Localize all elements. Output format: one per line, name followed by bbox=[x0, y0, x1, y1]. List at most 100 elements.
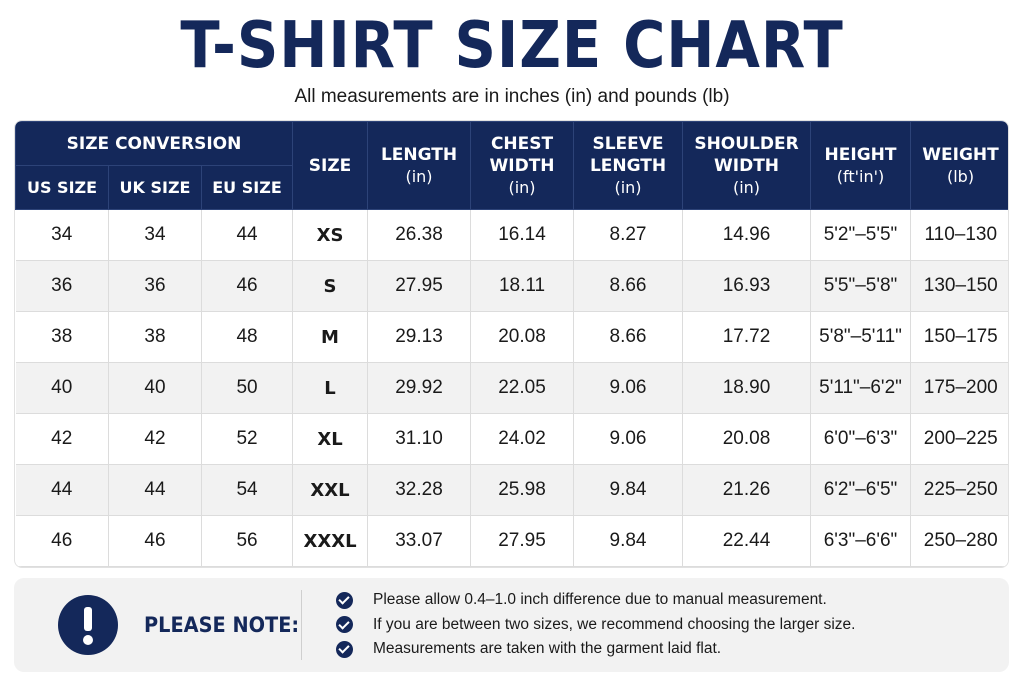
cell-height: 5'11"–6'2" bbox=[810, 362, 912, 414]
exclamation-icon bbox=[58, 595, 118, 655]
page-title: T-SHIRT SIZE CHART bbox=[180, 9, 844, 83]
cell-sleeve-length: 8.66 bbox=[573, 311, 684, 363]
size-conversion-header: SIZE CONVERSION bbox=[15, 121, 294, 166]
header-us-size: US SIZE bbox=[15, 165, 109, 210]
cell-weight: 250–280 bbox=[910, 515, 1008, 567]
note-list: Please allow 0.4–1.0 inch difference due… bbox=[336, 588, 996, 662]
cell-size: M bbox=[292, 311, 369, 363]
cell-shoulder-width: 17.72 bbox=[682, 311, 812, 363]
note-item: If you are between two sizes, we recomme… bbox=[336, 613, 996, 638]
cell-eu-size: 46 bbox=[201, 260, 294, 312]
cell-shoulder-width: 16.93 bbox=[682, 260, 812, 312]
page-subtitle: All measurements are in inches (in) and … bbox=[294, 86, 730, 107]
header-sleeve-length: SLEEVE LENGTH (in) bbox=[573, 121, 684, 210]
cell-shoulder-width: 18.90 bbox=[682, 362, 812, 414]
cell-sleeve-length: 9.84 bbox=[573, 515, 684, 567]
cell-uk-size: 34 bbox=[108, 209, 202, 261]
cell-chest-width: 18.11 bbox=[470, 260, 575, 312]
check-circle-icon bbox=[336, 640, 353, 658]
cell-height: 6'0"–6'3" bbox=[810, 413, 912, 465]
cell-uk-size: 38 bbox=[108, 311, 202, 363]
size-chart-table: SIZE CONVERSION SIZE LENGTH (in) CHEST WI… bbox=[15, 121, 1008, 567]
cell-eu-size: 50 bbox=[201, 362, 294, 414]
cell-eu-size: 54 bbox=[201, 464, 294, 516]
cell-height: 6'2"–6'5" bbox=[810, 464, 912, 516]
cell-size: XL bbox=[292, 413, 369, 465]
cell-eu-size: 52 bbox=[201, 413, 294, 465]
cell-eu-size: 56 bbox=[201, 515, 294, 567]
check-circle-icon bbox=[336, 616, 353, 634]
cell-length: 26.38 bbox=[367, 209, 472, 261]
header-size: SIZE bbox=[292, 121, 369, 210]
note-item: Please allow 0.4–1.0 inch difference due… bbox=[336, 588, 996, 613]
note-text: Measurements are taken with the garment … bbox=[373, 640, 722, 658]
cell-size: L bbox=[292, 362, 369, 414]
cell-chest-width: 24.02 bbox=[470, 413, 575, 465]
header-chest-width: CHEST WIDTH (in) bbox=[470, 121, 575, 210]
cell-us-size: 44 bbox=[15, 464, 109, 516]
cell-uk-size: 46 bbox=[108, 515, 202, 567]
header-weight: WEIGHT (lb) bbox=[910, 121, 1008, 210]
cell-uk-size: 36 bbox=[108, 260, 202, 312]
cell-us-size: 40 bbox=[15, 362, 109, 414]
cell-chest-width: 22.05 bbox=[470, 362, 575, 414]
size-chart-body: 34 34 44 XS 26.38 16.14 8.27 14.96 5'2"–5'5" 110–… bbox=[15, 209, 1008, 567]
header-shoulder-width: SHOULDER WIDTH (in) bbox=[682, 121, 812, 210]
cell-eu-size: 48 bbox=[201, 311, 294, 363]
cell-chest-width: 25.98 bbox=[470, 464, 575, 516]
note-divider bbox=[301, 590, 302, 660]
table-row: 34 34 44 XS 26.38 16.14 8.27 14.96 5'2"–5'5" 110–… bbox=[15, 209, 1008, 261]
note-label: PLEASE NOTE: bbox=[144, 613, 300, 637]
cell-uk-size: 42 bbox=[108, 413, 202, 465]
cell-sleeve-length: 8.27 bbox=[573, 209, 684, 261]
table-row: 36 36 46 S 27.95 18.11 8.66 16.93 5'5"–5'8" 130–1… bbox=[15, 260, 1008, 312]
cell-weight: 110–130 bbox=[910, 209, 1008, 261]
cell-height: 5'2"–5'5" bbox=[810, 209, 912, 261]
cell-weight: 225–250 bbox=[910, 464, 1008, 516]
size-chart-table-container: SIZE CONVERSION SIZE LENGTH (in) CHEST WI… bbox=[14, 120, 1009, 568]
cell-us-size: 46 bbox=[15, 515, 109, 567]
cell-size: XXL bbox=[292, 464, 369, 516]
cell-height: 5'5"–5'8" bbox=[810, 260, 912, 312]
cell-sleeve-length: 9.06 bbox=[573, 413, 684, 465]
table-row: 44 44 54 XXL 32.28 25.98 9.84 21.26 6'2"–6'5" 225… bbox=[15, 464, 1008, 516]
cell-uk-size: 44 bbox=[108, 464, 202, 516]
cell-us-size: 42 bbox=[15, 413, 109, 465]
cell-chest-width: 20.08 bbox=[470, 311, 575, 363]
cell-us-size: 38 bbox=[15, 311, 109, 363]
cell-sleeve-length: 8.66 bbox=[573, 260, 684, 312]
header-height: HEIGHT (ft'in') bbox=[810, 121, 912, 210]
note-text: Please allow 0.4–1.0 inch difference due… bbox=[373, 591, 827, 609]
cell-us-size: 34 bbox=[15, 209, 109, 261]
note-item: Measurements are taken with the garment … bbox=[336, 637, 996, 662]
table-row: 46 46 56 XXXL 33.07 27.95 9.84 22.44 6'3"–6'6" 25… bbox=[15, 515, 1008, 567]
cell-length: 27.95 bbox=[367, 260, 472, 312]
cell-uk-size: 40 bbox=[108, 362, 202, 414]
cell-eu-size: 44 bbox=[201, 209, 294, 261]
cell-length: 29.13 bbox=[367, 311, 472, 363]
cell-size: S bbox=[292, 260, 369, 312]
table-row: 38 38 48 M 29.13 20.08 8.66 17.72 5'8"–5'11" 150–… bbox=[15, 311, 1008, 363]
cell-length: 33.07 bbox=[367, 515, 472, 567]
cell-length: 29.92 bbox=[367, 362, 472, 414]
cell-height: 6'3"–6'6" bbox=[810, 515, 912, 567]
cell-size: XXXL bbox=[292, 515, 369, 567]
header-eu-size: EU SIZE bbox=[200, 165, 294, 210]
table-row: 40 40 50 L 29.92 22.05 9.06 18.90 5'11"–6'2" 175–… bbox=[15, 362, 1008, 414]
cell-weight: 130–150 bbox=[910, 260, 1008, 312]
cell-chest-width: 27.95 bbox=[470, 515, 575, 567]
header-length: LENGTH (in) bbox=[367, 121, 472, 210]
cell-weight: 175–200 bbox=[910, 362, 1008, 414]
note-panel: PLEASE NOTE: Please allow 0.4–1.0 inch d… bbox=[14, 578, 1009, 672]
cell-shoulder-width: 22.44 bbox=[682, 515, 812, 567]
cell-size: XS bbox=[292, 209, 369, 261]
cell-shoulder-width: 14.96 bbox=[682, 209, 812, 261]
cell-length: 32.28 bbox=[367, 464, 472, 516]
table-row: 42 42 52 XL 31.10 24.02 9.06 20.08 6'0"–6'3" 200–… bbox=[15, 413, 1008, 465]
cell-sleeve-length: 9.06 bbox=[573, 362, 684, 414]
cell-shoulder-width: 21.26 bbox=[682, 464, 812, 516]
cell-height: 5'8"–5'11" bbox=[810, 311, 912, 363]
cell-chest-width: 16.14 bbox=[470, 209, 575, 261]
cell-length: 31.10 bbox=[367, 413, 472, 465]
cell-weight: 200–225 bbox=[910, 413, 1008, 465]
